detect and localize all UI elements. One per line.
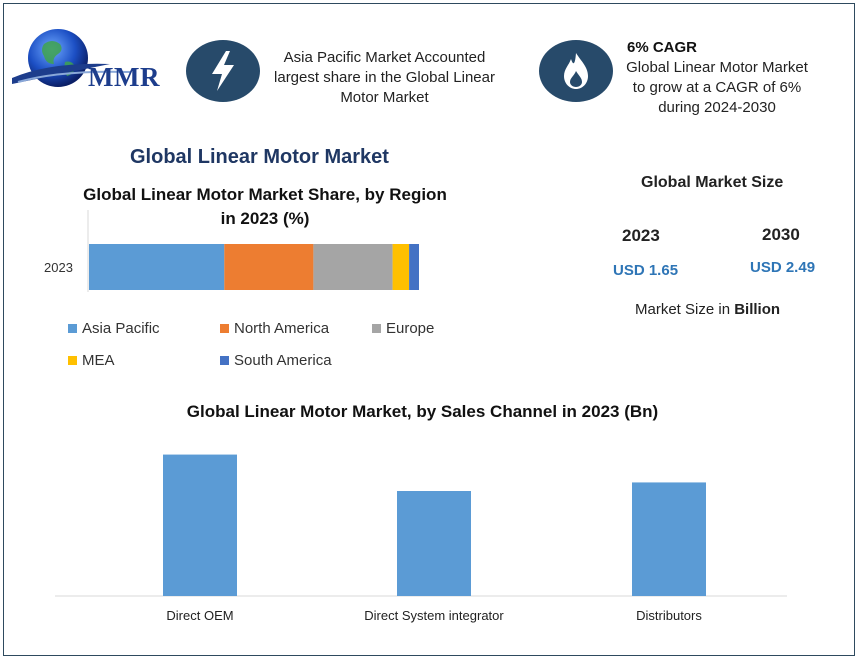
market-size-title: Global Market Size [641,174,784,191]
x-tick-label: Direct System integrator [364,608,504,623]
x-tick-label: Distributors [636,608,702,623]
cagr-callout: 6% CAGR Global Linear Motor Market to gr… [612,38,822,118]
sales-channel-bar [397,491,471,596]
legend-label: North America [234,320,330,337]
legend-swatch [220,324,229,333]
year-2023: 2023 [622,226,660,245]
callout-line: largest share in the Global Linear [274,69,495,86]
x-tick-label: Direct OEM [166,608,233,623]
category-label: 2023 [44,260,73,275]
legend-asia-pacific: Asia Pacific [68,320,160,337]
legend-south-america: South America [220,352,332,369]
sales-channel-chart-title: Global Linear Motor Market, by Sales Cha… [186,402,659,421]
region-bar-segment [313,244,393,290]
sales-channel-chart: Direct OEM Direct System integrator Distri… [55,454,787,623]
region-bar-segment [392,244,410,290]
cagr-heading: 6% CAGR [626,39,697,56]
callout-line: Asia Pacific Market Accounted [283,49,486,66]
legend-swatch [68,356,77,365]
brand-name: MMR [88,62,160,92]
unit-prefix: Market Size in [635,301,735,318]
legend-europe: Europe [372,320,434,337]
legend-north-america: North America [220,320,329,337]
legend-label: MEA [82,352,115,369]
legend-mea: MEA [68,352,115,369]
legend-label: Europe [386,320,435,337]
region-share-chart: 2023 [44,210,419,292]
legend-swatch [68,324,77,333]
callout-line: Motor Market [340,89,429,106]
region-bar-segment [224,244,314,290]
region-chart-title: Global Linear Motor Market Share, by Reg… [83,185,447,228]
value-2023: USD 1.65 [613,262,679,279]
legend-swatch [372,324,381,333]
legend-label: South America [234,352,332,369]
callout-line: to grow at a CAGR of 6% [632,79,802,96]
region-bar-segment [409,244,419,290]
sales-channel-bar [632,482,706,596]
mmr-logo [10,26,170,96]
value-2030: USD 2.49 [750,259,816,276]
market-size-unit: Market Size in Billion [635,301,780,318]
globe-icon [12,29,131,87]
callout-line: Global Linear Motor Market [626,59,808,76]
infographic-frame [3,3,855,656]
unit-bold: Billion [734,301,781,318]
page-title: Global Linear Motor Market [130,146,389,168]
callout-line: during 2024-2030 [658,99,776,116]
legend-swatch [220,356,229,365]
region-bar-segment [89,244,225,290]
asia-pacific-callout: Asia Pacific Market Accounted largest sh… [262,48,507,108]
flame-icon [539,40,613,102]
year-2030: 2030 [762,225,800,244]
lightning-icon [186,40,260,102]
sales-channel-bar [163,454,237,596]
legend-label: Asia Pacific [82,320,160,337]
